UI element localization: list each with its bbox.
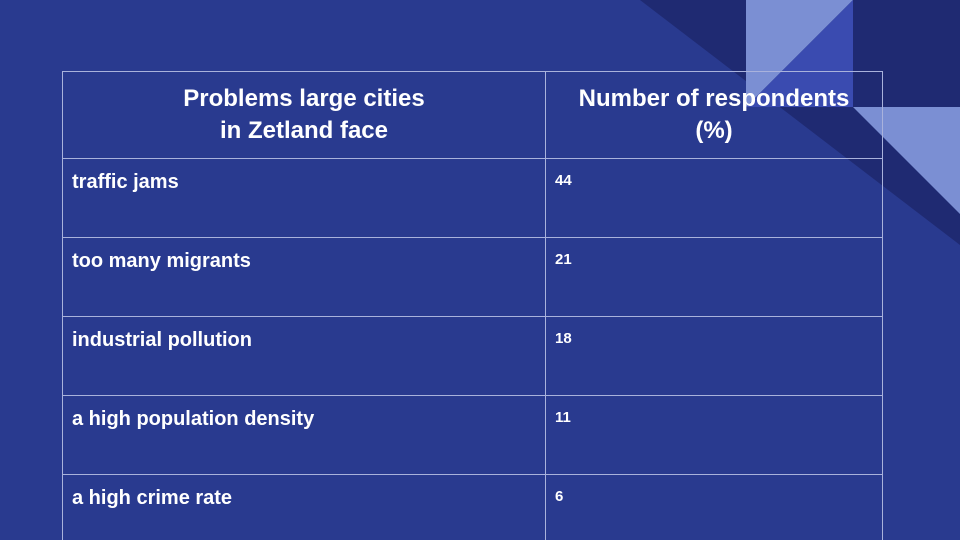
table-header-row: Problems large cities in Zetland face Nu…	[62, 71, 883, 159]
table-row: traffic jams 44	[62, 158, 883, 238]
table-row: a high crime rate 6	[62, 474, 883, 540]
cell-problem: too many migrants	[62, 237, 546, 317]
table-row: a high population density 11	[62, 395, 883, 475]
cell-value: 21	[545, 237, 883, 317]
header-respondents-line1: Number of respondents	[578, 85, 850, 112]
cell-problem: industrial pollution	[62, 316, 546, 396]
cell-problem: a high population density	[62, 395, 546, 475]
header-problems-line2: in Zetland face	[219, 117, 389, 144]
table-row: too many migrants 21	[62, 237, 883, 317]
survey-table: Problems large cities in Zetland face Nu…	[62, 71, 883, 540]
cell-value: 6	[545, 474, 883, 540]
cell-problem: a high crime rate	[62, 474, 546, 540]
cell-value: 11	[545, 395, 883, 475]
cell-value: 44	[545, 158, 883, 238]
cell-value: 18	[545, 316, 883, 396]
header-problems-line1: Problems large cities	[183, 85, 425, 112]
cell-problem: traffic jams	[62, 158, 546, 238]
header-problems: Problems large cities in Zetland face	[62, 71, 546, 159]
header-respondents: Number of respondents (%)	[545, 71, 883, 159]
survey-table-container: Problems large cities in Zetland face Nu…	[62, 71, 883, 540]
header-respondents-line2: (%)	[695, 117, 733, 144]
table-row: industrial pollution 18	[62, 316, 883, 396]
